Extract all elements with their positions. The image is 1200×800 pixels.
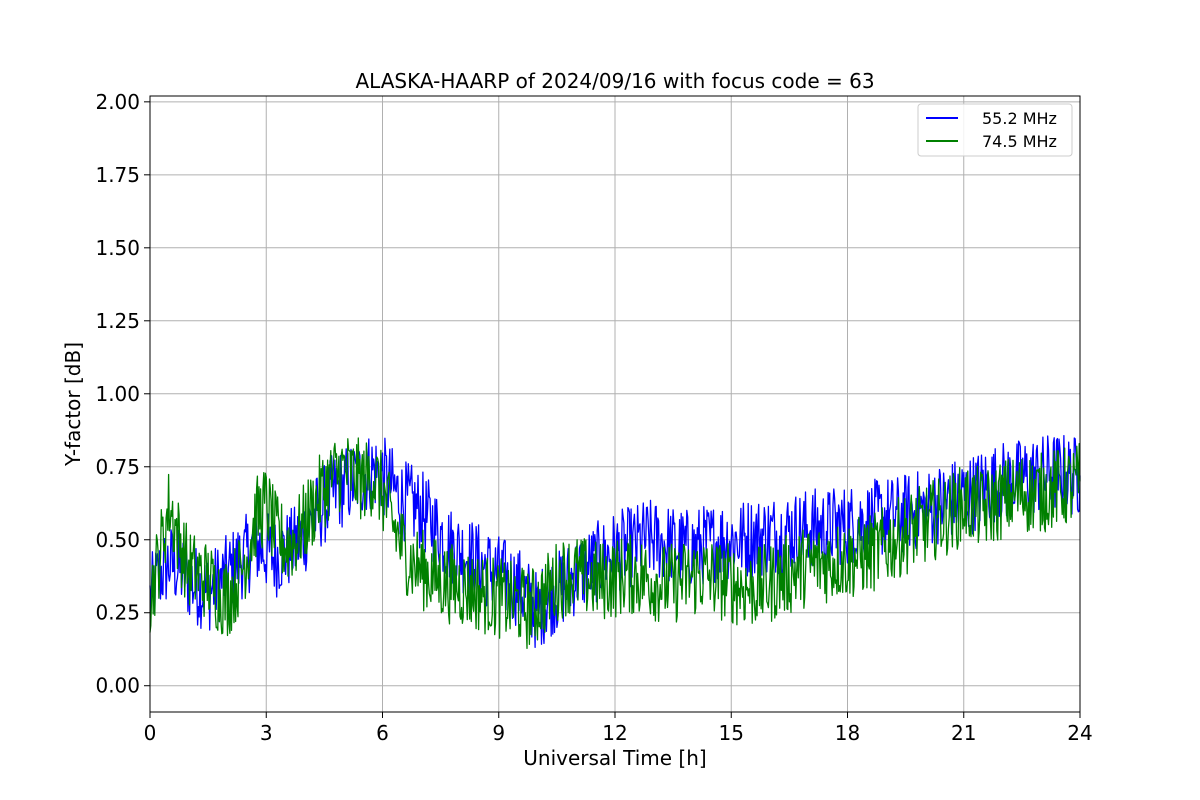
y-tick-label: 1.00 [95,382,140,406]
y-tick-label: 2.00 [95,90,140,114]
x-tick-label: 3 [260,721,273,745]
x-tick-label: 12 [602,721,627,745]
y-tick-label: 0.50 [95,528,140,552]
y-tick-label: 0.25 [95,601,140,625]
x-tick-label: 0 [144,721,157,745]
ticks: 0 3 6 9 12 15 18 21 24 0.00 0.25 0.50 0.75 1.00 1.25 1.… [95,90,1092,745]
legend: 55.2 MHz 74.5 MHz [917,103,1073,157]
x-axis-label: Universal Time [h] [523,746,706,770]
y-tick-label: 0.75 [95,455,140,479]
legend-label: 55.2 MHz [982,109,1057,128]
x-tick-label: 9 [492,721,505,745]
x-tick-label: 21 [951,721,976,745]
y-tick-label: 1.25 [95,309,140,333]
y-tick-label: 1.75 [95,163,140,187]
chart-title: ALASKA-HAARP of 2024/09/16 with focus co… [355,69,874,93]
x-tick-label: 24 [1067,721,1092,745]
y-tick-label: 1.50 [95,236,140,260]
x-tick-label: 15 [719,721,744,745]
x-tick-label: 18 [835,721,860,745]
series-line-74-5-mhz [149,437,1081,650]
legend-label: 74.5 MHz [982,132,1057,151]
y-axis-label: Y-factor [dB] [61,342,85,467]
y-tick-label: 0.00 [95,674,140,698]
x-tick-label: 6 [376,721,389,745]
plot-area [149,434,1081,650]
